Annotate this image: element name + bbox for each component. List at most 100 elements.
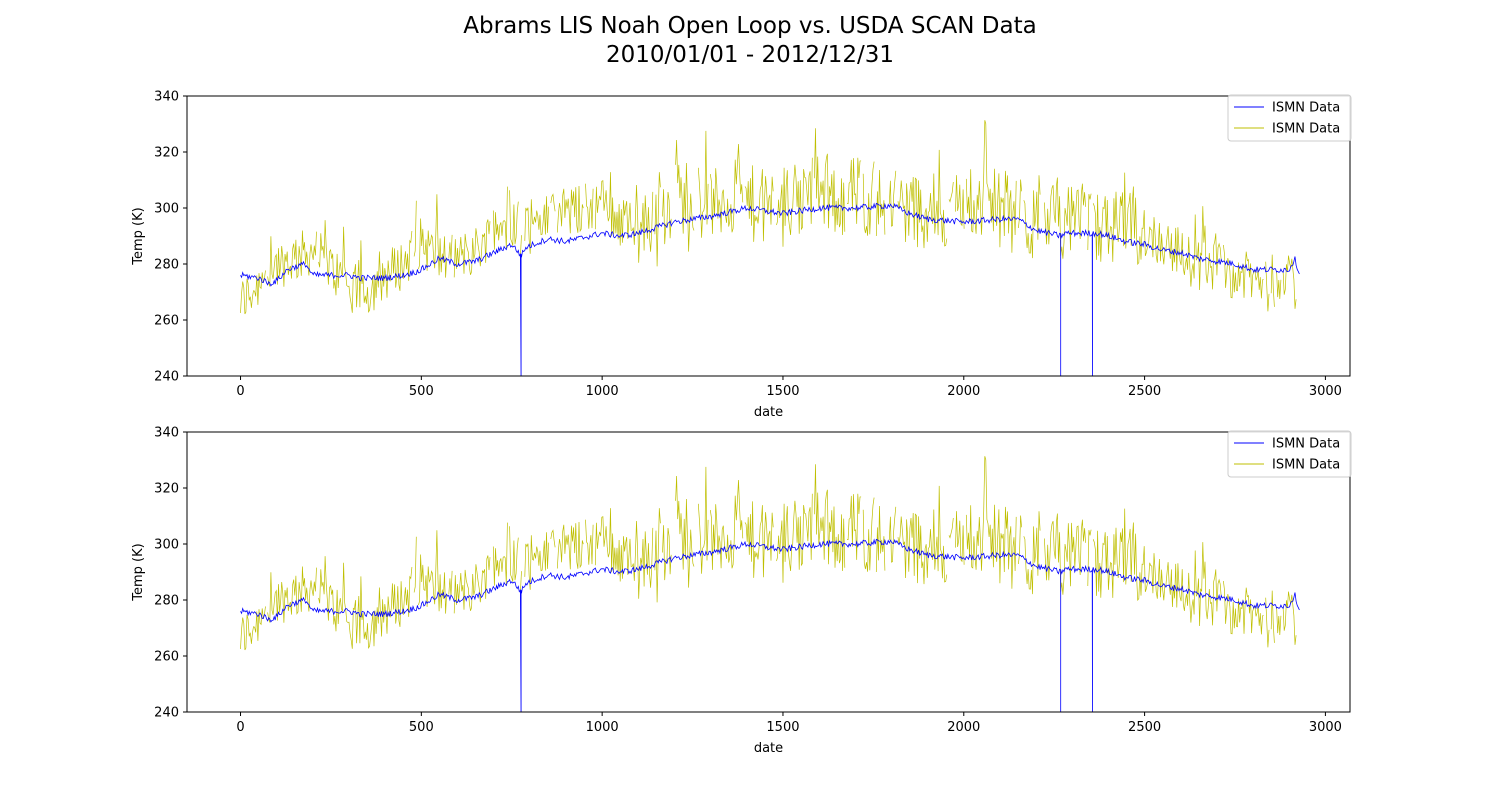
series-line-yellow-segment [862, 497, 875, 572]
series-line-yellow-segment [418, 194, 447, 278]
plot-area [240, 456, 1300, 712]
series-line-yellow-segment [965, 456, 1017, 589]
x-tick-label: 0 [236, 384, 244, 399]
series-line-yellow-segment [955, 175, 965, 229]
series-line-yellow-segment [1023, 175, 1041, 259]
series-line-yellow-segment [847, 157, 862, 224]
series-line-yellow-segment [1276, 270, 1282, 300]
figure-title: Abrams LIS Noah Open Loop vs. USDA SCAN … [0, 12, 1500, 70]
series-line-yellow-segment [1044, 513, 1086, 595]
series-line-yellow-segment [955, 511, 965, 565]
series-line-yellow-segment [888, 506, 897, 563]
series-line-yellow-segment [814, 128, 846, 236]
series-line-yellow-segment [1092, 172, 1222, 291]
series-line-blue [240, 538, 1300, 712]
series-line-yellow-segment [1270, 254, 1275, 307]
x-tick-label: 0 [236, 720, 244, 735]
x-tick-label: 3000 [1309, 384, 1342, 399]
series-line-yellow-segment [524, 532, 549, 590]
series-line-yellow-segment [448, 570, 453, 597]
series-line-yellow-segment [744, 165, 774, 242]
series-line-yellow-segment [675, 139, 695, 252]
series-line-yellow-segment [240, 606, 266, 651]
legend-label: ISMN Data [1272, 437, 1340, 452]
series-line-yellow-segment [509, 190, 519, 246]
series-line-yellow-segment [847, 493, 862, 560]
series-line-yellow-segment [875, 169, 886, 237]
y-tick-label: 260 [154, 314, 179, 329]
series-line-yellow-segment [948, 181, 954, 203]
series-line-yellow-segment [776, 157, 813, 247]
series-line-yellow-segment [413, 536, 417, 593]
series-line-yellow-segment [897, 149, 948, 249]
series-line-yellow-segment [814, 464, 846, 572]
x-tick-label: 3000 [1309, 720, 1342, 735]
series-line-yellow-segment [267, 230, 317, 287]
series-line-yellow-segment [550, 529, 556, 548]
y-tick-label: 300 [154, 202, 179, 217]
series-line-yellow-segment [1223, 244, 1264, 299]
y-tick-label: 300 [154, 538, 179, 553]
y-axis-label: Temp (K) [131, 207, 146, 265]
series-line-yellow-segment [413, 200, 417, 257]
x-tick-label: 500 [409, 384, 434, 399]
series-line-yellow-segment [662, 525, 672, 581]
series-line-yellow-segment [662, 189, 672, 245]
series-line-yellow-segment [888, 170, 897, 227]
series-line-yellow-segment [1270, 590, 1275, 643]
series-line-yellow-segment [318, 220, 413, 314]
series-line-yellow-segment [1265, 597, 1270, 648]
series-line-yellow-segment [776, 493, 813, 583]
y-tick-label: 280 [154, 258, 179, 273]
series-line-yellow-segment [1087, 529, 1092, 587]
y-tick-label: 240 [154, 370, 179, 385]
x-tick-label: 2500 [1128, 384, 1161, 399]
title-line-1: Abrams LIS Noah Open Loop vs. USDA SCAN … [463, 13, 1037, 39]
series-line-yellow-segment [744, 501, 774, 578]
series-line-yellow-segment [524, 196, 549, 254]
series-line-blue [240, 202, 1300, 376]
series-line-yellow-segment [550, 193, 556, 212]
series-line-yellow-segment [520, 235, 522, 257]
series-line-yellow-segment [418, 530, 447, 614]
series-line-yellow-segment [965, 120, 1017, 253]
series-line-yellow-segment [267, 566, 317, 623]
title-line-2: 2010/01/01 - 2012/12/31 [605, 42, 895, 68]
x-tick-label: 1000 [586, 720, 619, 735]
series-line-yellow-segment [654, 508, 661, 603]
legend: ISMN Data ISMN Data [1227, 94, 1352, 142]
plot-area [240, 120, 1300, 376]
series-line-yellow-segment [594, 508, 654, 599]
series-line-yellow-segment [1023, 511, 1041, 595]
series-line-yellow-segment [1276, 606, 1282, 636]
x-axis-label: date [754, 405, 783, 420]
x-tick-label: 1500 [766, 384, 799, 399]
series-line-yellow-segment [453, 219, 491, 278]
chart-panel-2: 0 500 1000 1500 2000 2500 3000 240 260 280 300 320 3… [131, 426, 1352, 756]
series-line-yellow-segment [318, 556, 413, 650]
series-line-yellow-segment [492, 186, 508, 250]
series-line-yellow-segment [1092, 508, 1222, 627]
series-line-yellow-segment [654, 172, 661, 267]
series-line-yellow-segment [875, 505, 886, 573]
series-line-yellow-segment [1018, 179, 1022, 229]
series-line-yellow-segment [709, 143, 744, 234]
y-tick-label: 320 [154, 482, 179, 497]
y-tick-label: 340 [154, 90, 179, 105]
series-line-yellow-segment [1044, 177, 1086, 259]
series-line-yellow-segment [448, 234, 453, 261]
series-line-yellow-segment [1223, 580, 1264, 635]
series-line-yellow-segment [862, 161, 875, 236]
series-line-yellow-segment [948, 517, 954, 539]
series-line-yellow-segment [1265, 261, 1270, 312]
chart-panel-1: 0 500 1000 1500 2000 2500 3000 240 260 280 300 320 3… [131, 90, 1352, 420]
series-line-yellow-segment [509, 526, 519, 582]
series-line-yellow-segment [240, 270, 266, 315]
x-tick-label: 1000 [586, 384, 619, 399]
series-line-yellow-segment [453, 555, 491, 614]
axes-frame [186, 95, 1351, 377]
series-line-yellow-segment [1018, 515, 1022, 565]
series-line-yellow-segment [697, 466, 709, 574]
x-tick-label: 2000 [947, 720, 980, 735]
